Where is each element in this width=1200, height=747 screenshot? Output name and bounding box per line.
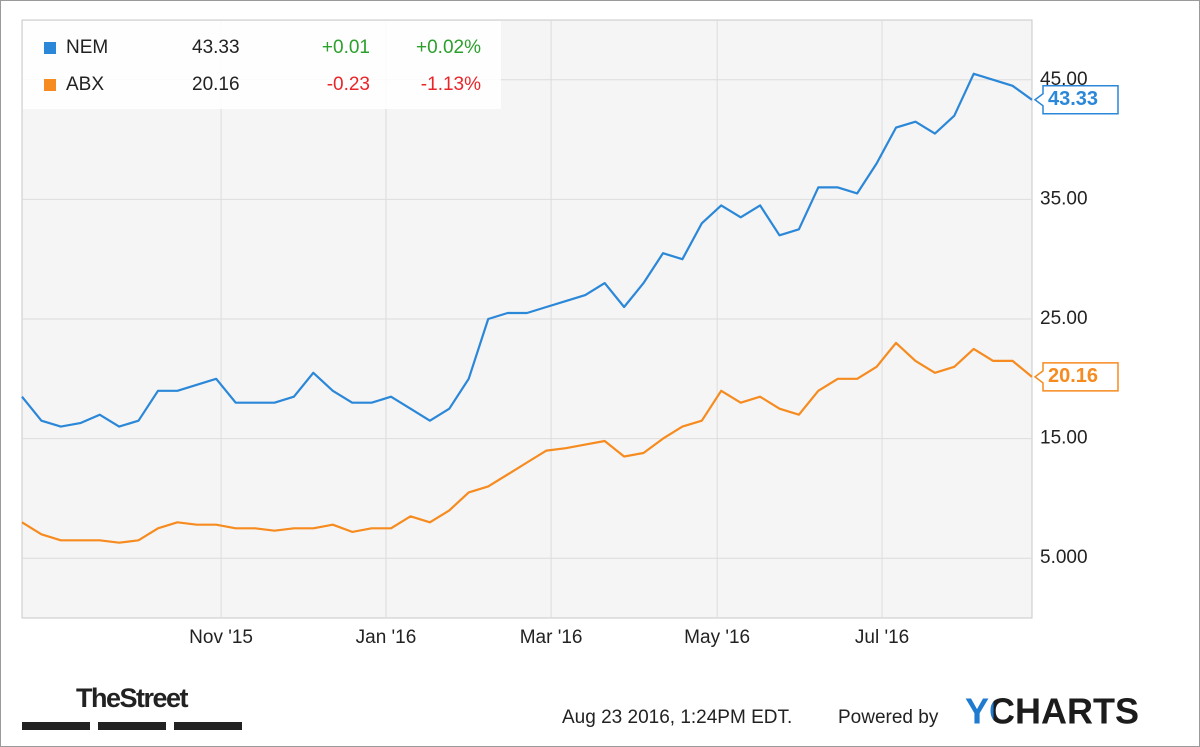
legend-last: 20.16 xyxy=(192,74,240,95)
logo-bar xyxy=(98,722,166,730)
brand: YCHARTS xyxy=(965,691,1139,732)
x-tick-label: Nov '15 xyxy=(189,627,253,648)
x-tick-label: May '16 xyxy=(684,627,750,648)
legend-swatch xyxy=(44,42,56,54)
legend-last: 43.33 xyxy=(192,37,240,58)
legend-change-pct: -1.13% xyxy=(421,74,481,95)
series-line xyxy=(21,72,1033,428)
timestamp: Aug 23 2016, 1:24PM EDT. xyxy=(562,707,792,728)
x-tick-label: Jan '16 xyxy=(356,627,417,648)
legend-change-pct: +0.02% xyxy=(416,37,481,58)
legend-name: ABX xyxy=(66,74,104,95)
y-tick-label: 25.00 xyxy=(1040,308,1088,329)
legend-change: -0.23 xyxy=(327,74,370,95)
logo-bar xyxy=(22,722,90,730)
end-label-box xyxy=(1033,362,1119,392)
y-tick-label: 15.00 xyxy=(1040,428,1088,449)
logo: TheStreet xyxy=(76,683,189,713)
x-tick-label: Mar '16 xyxy=(520,627,583,648)
y-tick-label: 35.00 xyxy=(1040,188,1088,209)
end-label: 20.16 xyxy=(1048,365,1098,387)
y-tick-label: 5.000 xyxy=(1040,547,1088,568)
logo-bar xyxy=(174,722,242,730)
legend-name: NEM xyxy=(66,37,108,58)
y-tick-label: 45.00 xyxy=(1040,69,1088,90)
legend-box xyxy=(23,21,501,109)
powered-by: Powered by xyxy=(838,707,939,728)
series-line xyxy=(21,341,1033,544)
legend-swatch xyxy=(44,79,56,91)
end-label: 43.33 xyxy=(1048,88,1098,110)
x-tick-label: Jul '16 xyxy=(855,627,909,648)
legend-change: +0.01 xyxy=(322,37,370,58)
end-label-box xyxy=(1033,85,1119,115)
